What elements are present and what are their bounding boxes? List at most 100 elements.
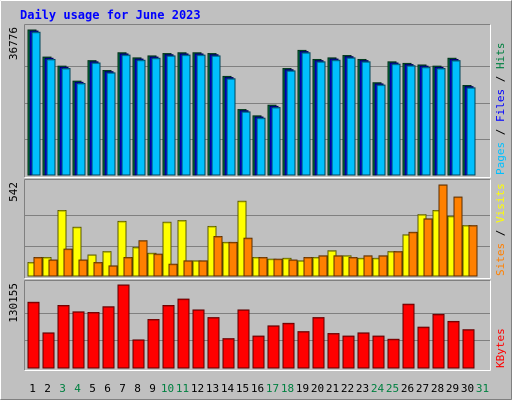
bar-pages-day-14 xyxy=(226,78,236,176)
bar-kbytes-day-4 xyxy=(72,311,85,369)
bar-pages-day-23 xyxy=(361,61,371,176)
bar-kbytes-day-13 xyxy=(207,317,220,369)
y-axis-max-label: 542 xyxy=(7,182,20,202)
day-label: 11 xyxy=(176,382,189,395)
bar-sites-day-10 xyxy=(168,263,178,277)
bar-kbytes-day-23 xyxy=(357,332,370,369)
side-legend-part: / xyxy=(494,122,507,142)
side-legend-part: / xyxy=(494,69,507,89)
day-label: 20 xyxy=(311,382,324,395)
day-label: 5 xyxy=(89,382,96,395)
bar-sites-day-18 xyxy=(288,259,298,277)
bar-pages-day-25 xyxy=(391,63,401,176)
bar-pages-day-6 xyxy=(106,72,116,176)
bar-sites-day-8 xyxy=(138,240,148,277)
bar-kbytes-day-30 xyxy=(462,329,475,369)
bar-kbytes-day-8 xyxy=(132,339,145,369)
bar-sites-day-4 xyxy=(78,259,88,277)
bar-kbytes-day-15 xyxy=(237,309,250,369)
bar-pages-day-3 xyxy=(61,68,71,176)
day-label: 24 xyxy=(371,382,385,395)
bar-kbytes-day-7 xyxy=(117,284,130,369)
bar-sites-day-25 xyxy=(393,251,403,277)
bar-sites-day-21 xyxy=(333,255,343,277)
bar-sites-day-14 xyxy=(228,241,238,277)
side-legend: Sites / Visits xyxy=(494,183,507,276)
hits-files-pages-panel: 36776 Pages / Files / Hits xyxy=(7,24,507,178)
day-label: 7 xyxy=(119,382,126,395)
bar-pages-day-4 xyxy=(76,83,86,176)
bar-sites-day-1 xyxy=(33,257,43,277)
side-legend: Pages / Files / Hits xyxy=(494,43,507,176)
day-label: 15 xyxy=(236,382,249,395)
side-legend-part: Pages xyxy=(494,142,507,175)
bar-sites-day-6 xyxy=(108,265,118,277)
bar-kbytes-day-3 xyxy=(57,305,70,369)
day-axis-labels: 1 2 3 4 5 6 7 8 9 10 11 12 13 14 15 16 17 18 19 20 21 22 23 24 2… xyxy=(29,382,489,395)
bar-kbytes-day-20 xyxy=(312,317,325,369)
bar-kbytes-day-11 xyxy=(177,298,190,369)
bar-sites-day-13 xyxy=(213,236,223,277)
y-axis-max-label: 130155 xyxy=(7,283,20,323)
bar-sites-day-3 xyxy=(63,248,73,277)
bar-pages-day-12 xyxy=(196,54,206,176)
side-legend-part: Visits xyxy=(494,183,507,223)
bar-pages-day-29 xyxy=(451,60,461,176)
bar-sites-day-26 xyxy=(408,231,418,277)
y-axis-max-label: 36776 xyxy=(7,27,20,60)
bar-kbytes-day-16 xyxy=(252,335,265,369)
day-label: 30 xyxy=(461,382,474,395)
day-label: 23 xyxy=(356,382,369,395)
day-label: 6 xyxy=(104,382,111,395)
bar-kbytes-day-12 xyxy=(192,309,205,369)
day-label: 12 xyxy=(191,382,204,395)
bar-sites-day-24 xyxy=(378,255,388,277)
bar-kbytes-day-6 xyxy=(102,306,115,369)
side-legend-part: Sites xyxy=(494,243,507,276)
bar-sites-day-15 xyxy=(243,237,253,277)
bar-sites-day-2 xyxy=(48,259,58,277)
bar-pages-day-27 xyxy=(421,66,431,176)
bar-sites-day-17 xyxy=(273,258,283,277)
day-label: 17 xyxy=(266,382,279,395)
bar-pages-day-10 xyxy=(166,55,176,176)
bar-pages-day-26 xyxy=(406,65,416,176)
bar-sites-day-29 xyxy=(453,196,463,277)
bar-kbytes-day-17 xyxy=(267,325,280,369)
bar-pages-day-5 xyxy=(91,62,101,176)
day-label: 1 xyxy=(29,382,36,395)
bar-pages-day-21 xyxy=(331,59,341,176)
visits-sites-panel: 542 Sites / Visits xyxy=(7,179,507,279)
day-label: 29 xyxy=(446,382,459,395)
day-label: 27 xyxy=(416,382,429,395)
day-label: 13 xyxy=(206,382,219,395)
day-label: 31 xyxy=(476,382,489,395)
bar-pages-day-28 xyxy=(436,68,446,176)
bar-sites-day-30 xyxy=(468,225,478,277)
bar-sites-day-20 xyxy=(318,255,328,277)
bar-kbytes-day-10 xyxy=(162,305,175,369)
day-label: 10 xyxy=(161,382,174,395)
day-label: 26 xyxy=(401,382,414,395)
bar-kbytes-day-29 xyxy=(447,320,460,369)
bar-kbytes-day-14 xyxy=(222,338,235,369)
day-label: 14 xyxy=(221,382,235,395)
bar-sites-day-11 xyxy=(183,260,193,277)
bar-sites-day-5 xyxy=(93,262,103,277)
bar-sites-day-28 xyxy=(438,184,448,277)
bar-kbytes-day-2 xyxy=(42,332,55,369)
side-legend-part: Hits xyxy=(494,43,507,70)
bar-pages-day-17 xyxy=(271,107,281,176)
bar-pages-day-8 xyxy=(136,59,146,176)
bar-kbytes-day-24 xyxy=(372,335,385,369)
bar-pages-day-1 xyxy=(31,31,41,176)
bar-kbytes-day-25 xyxy=(387,338,400,369)
bar-pages-day-15 xyxy=(241,111,251,176)
bar-sites-day-27 xyxy=(423,218,433,277)
bar-sites-day-16 xyxy=(258,257,268,277)
bar-pages-day-30 xyxy=(466,87,476,176)
bar-kbytes-day-19 xyxy=(297,331,310,369)
bar-pages-day-11 xyxy=(181,54,191,176)
side-legend-part: / xyxy=(494,223,507,243)
